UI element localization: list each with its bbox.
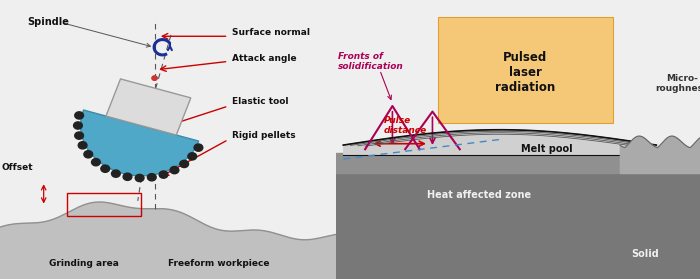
Text: Spindle: Spindle <box>27 17 69 27</box>
Circle shape <box>152 76 158 80</box>
Text: Pulse
distance: Pulse distance <box>384 116 426 135</box>
Polygon shape <box>106 79 191 135</box>
Text: Heat affected zone: Heat affected zone <box>427 190 531 200</box>
Bar <box>438 17 612 123</box>
Bar <box>67 193 141 216</box>
Text: Grinding area: Grinding area <box>49 259 119 268</box>
Circle shape <box>180 160 188 168</box>
Text: Rigid pellets: Rigid pellets <box>232 131 295 140</box>
Text: Surface normal: Surface normal <box>232 28 310 37</box>
Circle shape <box>123 173 132 181</box>
Circle shape <box>188 153 197 160</box>
Circle shape <box>101 165 110 172</box>
Text: Pulsed
laser
radiation: Pulsed laser radiation <box>495 51 555 94</box>
Circle shape <box>194 144 203 151</box>
Circle shape <box>84 151 92 158</box>
Text: Melt pool: Melt pool <box>522 144 573 154</box>
Text: Micro-
roughness: Micro- roughness <box>655 74 700 93</box>
Circle shape <box>159 171 168 178</box>
Text: Elastic tool: Elastic tool <box>232 97 288 106</box>
Circle shape <box>135 174 144 182</box>
Polygon shape <box>80 110 199 176</box>
Circle shape <box>78 142 87 149</box>
Circle shape <box>170 167 178 174</box>
Circle shape <box>111 170 120 177</box>
Circle shape <box>148 174 156 181</box>
Text: Fronts of
solidification: Fronts of solidification <box>338 52 404 71</box>
Text: Solid: Solid <box>631 249 659 259</box>
Text: Freeform workpiece: Freeform workpiece <box>168 259 269 268</box>
Circle shape <box>75 132 83 139</box>
Circle shape <box>75 112 83 119</box>
Text: Attack angle: Attack angle <box>232 54 297 63</box>
Circle shape <box>92 158 100 166</box>
Text: Offset: Offset <box>1 163 34 172</box>
Circle shape <box>74 122 83 129</box>
